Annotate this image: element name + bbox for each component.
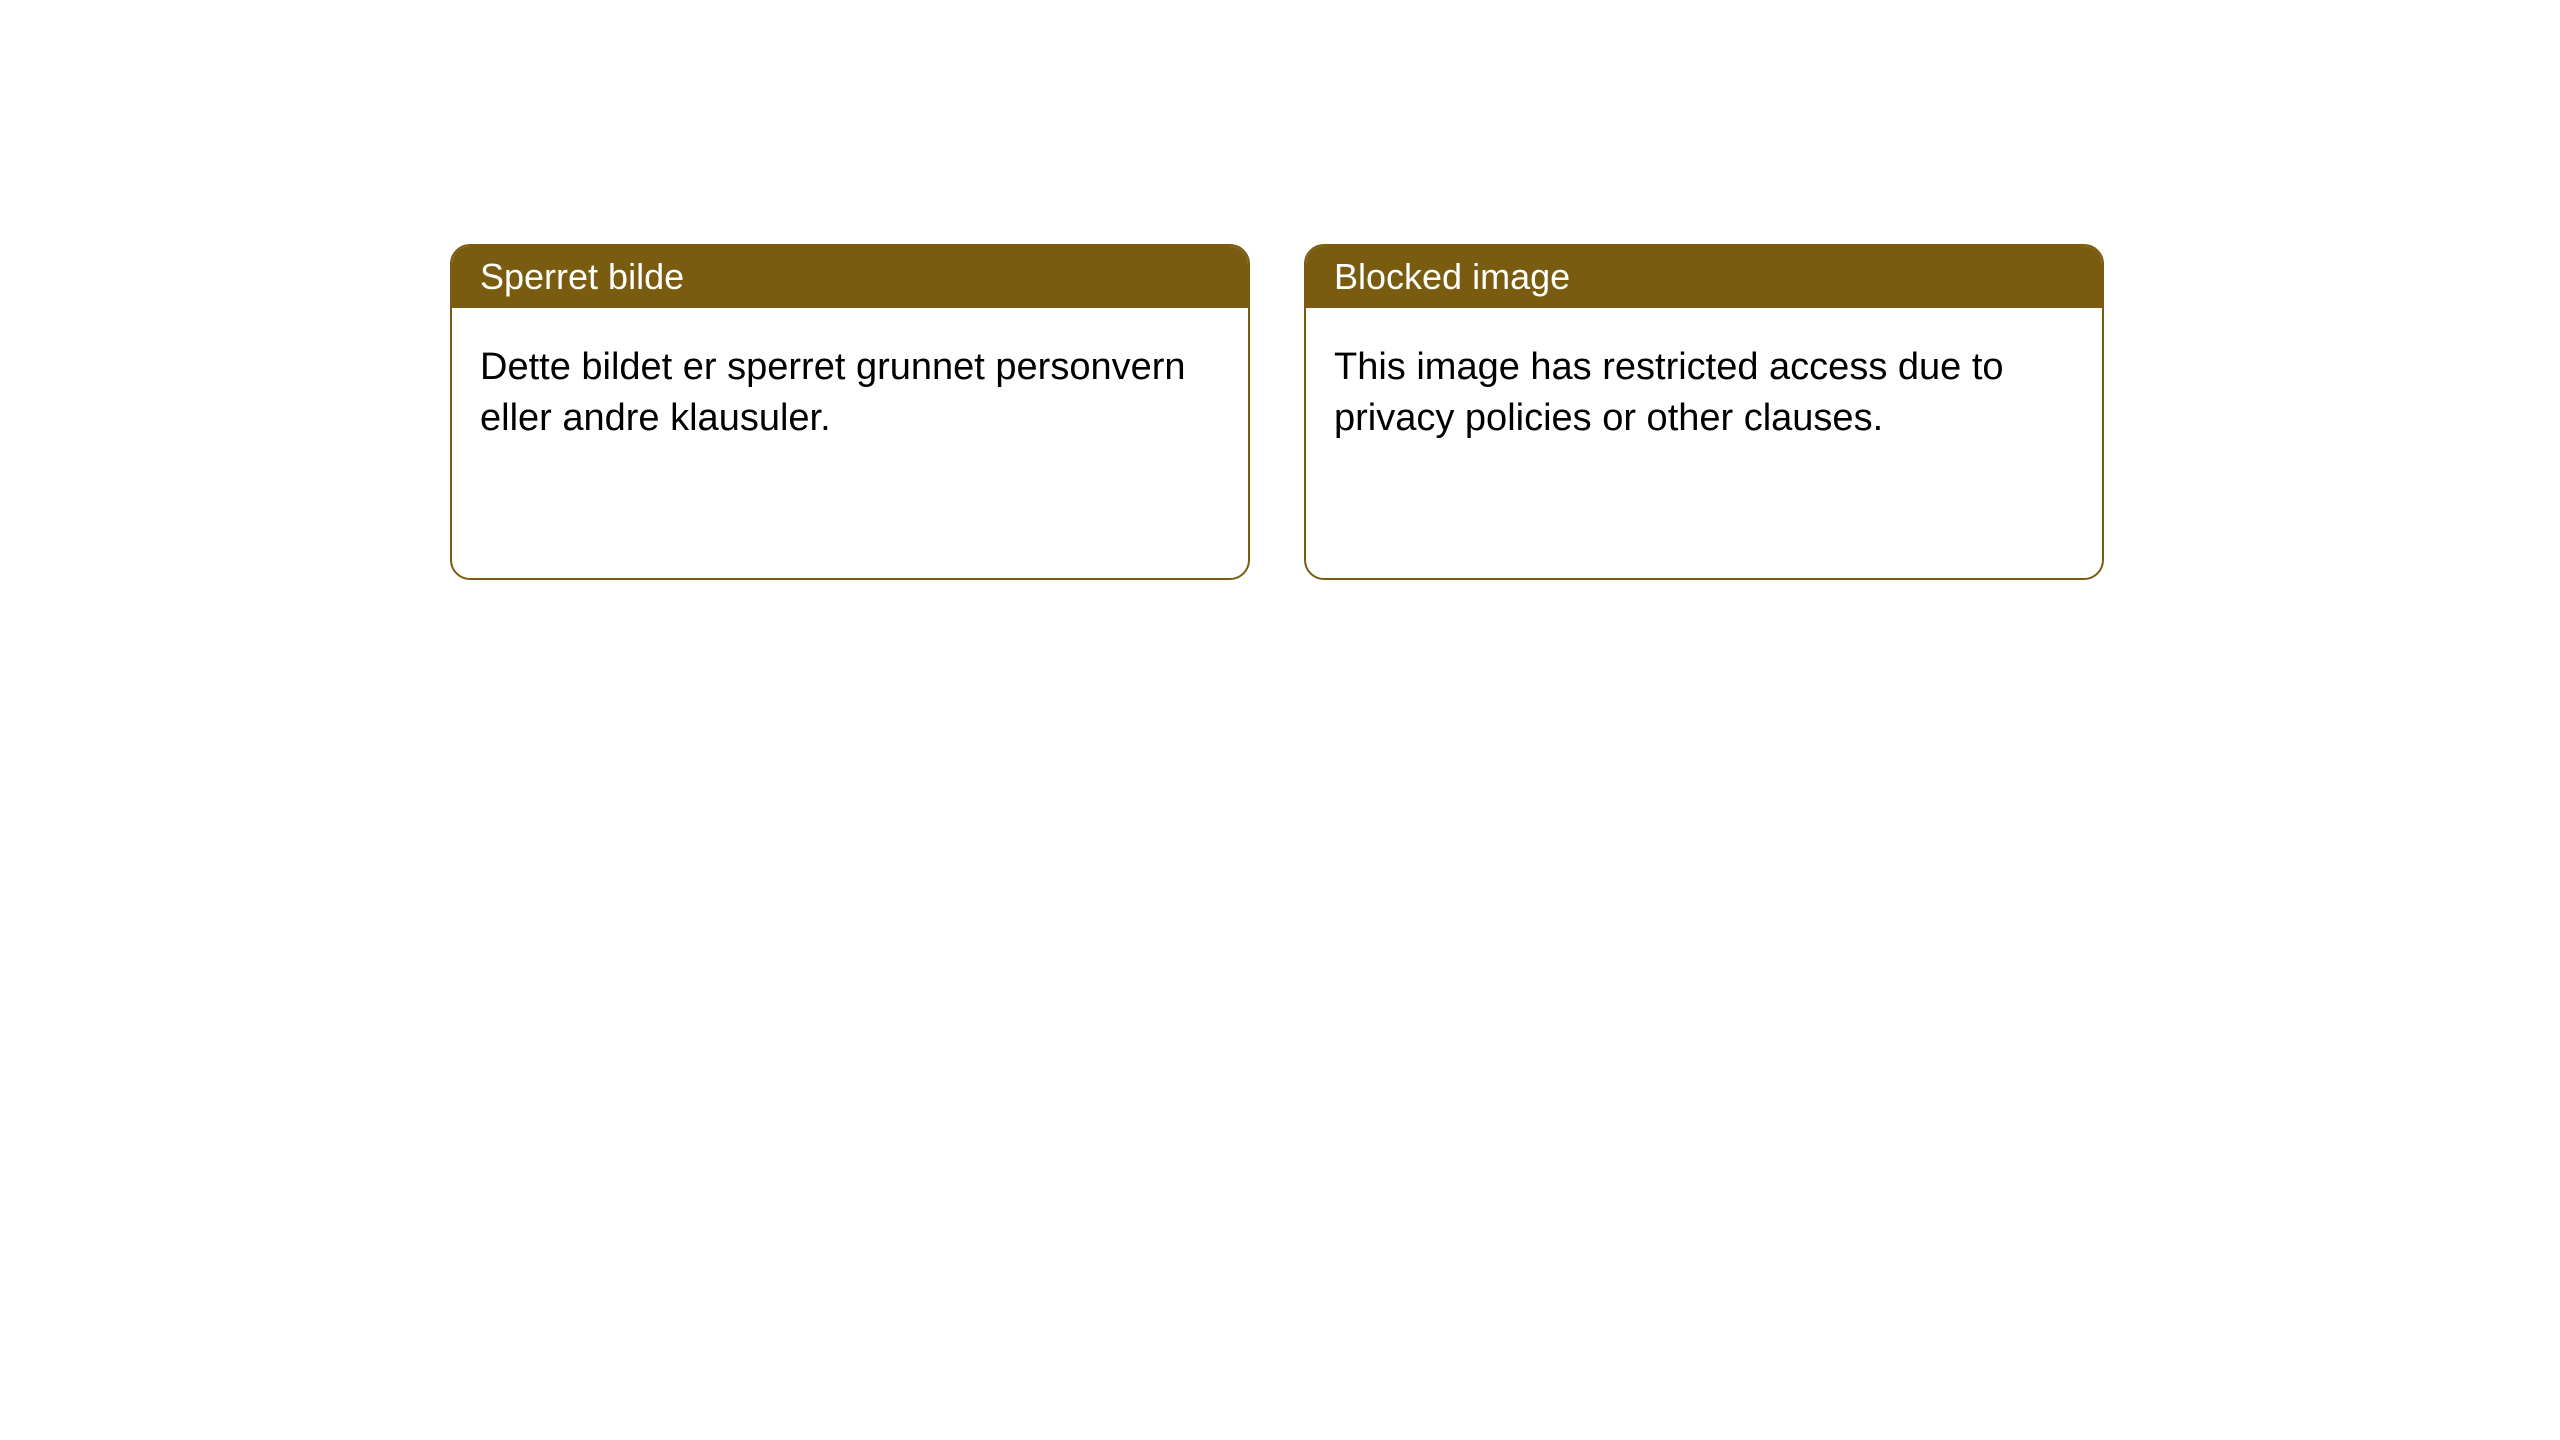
notice-body: This image has restricted access due to … (1306, 308, 2102, 578)
notice-container: Sperret bilde Dette bildet er sperret gr… (0, 0, 2560, 580)
notice-card-english: Blocked image This image has restricted … (1304, 244, 2104, 580)
notice-card-norwegian: Sperret bilde Dette bildet er sperret gr… (450, 244, 1250, 580)
notice-title: Sperret bilde (452, 246, 1248, 308)
notice-title: Blocked image (1306, 246, 2102, 308)
notice-body: Dette bildet er sperret grunnet personve… (452, 308, 1248, 578)
